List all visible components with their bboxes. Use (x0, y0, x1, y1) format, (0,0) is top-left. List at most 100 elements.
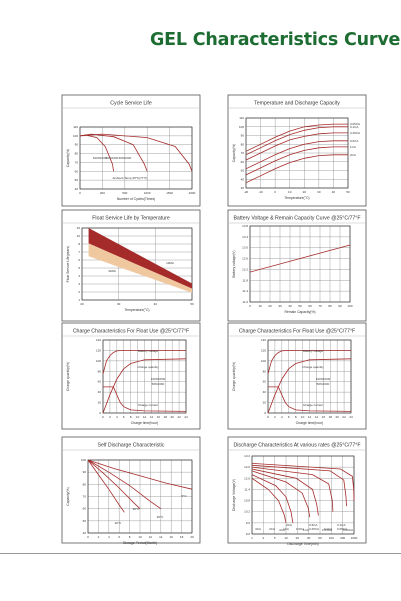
chart-panel-7: Self Discharge Characteristic 0 2 4 6 8 10 12 14… (61, 436, 201, 545)
x-tick-label: 300 (340, 536, 345, 540)
annotation-label: 30%DOD (119, 156, 133, 160)
annotation-label: 30AD (108, 269, 116, 273)
series-label: 0.6CA (309, 523, 317, 527)
annotation-label: Ambient Temp.25°C(77°F) (112, 176, 147, 180)
annotation-label: 0.25CA (309, 527, 319, 531)
y-tick-label: 110 (73, 125, 78, 129)
y-tick-label: 20 (263, 401, 267, 405)
x-tick-label: 100 (347, 304, 352, 308)
y-tick-label: 80 (83, 482, 87, 486)
y-tick-label: 12.2 (242, 267, 248, 271)
plot-area (267, 339, 352, 414)
y-tick-label: 120 (96, 348, 101, 352)
series-line-1 (102, 350, 186, 375)
plot-area (249, 225, 351, 303)
x-tick-label: 22 (177, 415, 181, 419)
x-tick-label: 18 (164, 415, 168, 419)
chart-title: Float Service Life by Temperature (92, 216, 170, 222)
y-tick-label: 10 (77, 234, 81, 238)
series-line-2 (79, 133, 148, 172)
chart-title: Cycle Service Life (110, 101, 152, 107)
x-tick-label: 10 (258, 304, 262, 308)
y-tick-label: 60 (75, 169, 79, 173)
x-tick-label: 90 (338, 304, 342, 308)
x-tick-label: 10 (136, 415, 140, 419)
chart-title: Self Discharge Characteristic (98, 443, 165, 449)
x-tick-label: 20 (190, 535, 194, 539)
plot-area (102, 339, 187, 414)
x-axis-label: Charge time(hour) (296, 421, 324, 425)
series-line-2 (245, 126, 348, 156)
y-tick-label: 70 (83, 495, 87, 499)
annotation-label: Charge current (138, 403, 158, 407)
series-line-3 (251, 470, 311, 518)
annotation-label: 0.6CA (296, 527, 304, 531)
x-tick-label: 16 (157, 415, 161, 419)
x-tick-label: 50 (298, 304, 302, 308)
y-tick-label: 70 (241, 151, 245, 155)
x-tick-label: 200 (100, 191, 105, 195)
x-tick-label: 6 (123, 415, 125, 419)
y-tick-label: 30 (241, 186, 245, 190)
series-line-7 (251, 463, 355, 501)
series-label: 0.1CA (337, 523, 345, 527)
series-line-1 (251, 477, 287, 523)
y-tick-label: 11.8 (242, 278, 248, 282)
x-tick-label: 0 (102, 415, 104, 419)
x-axis-label: Discharge Time(min) (287, 542, 318, 546)
x-tick-label: 1000 (351, 536, 358, 540)
series-line-6 (251, 464, 347, 507)
x-tick-label: 70 (318, 304, 322, 308)
x-tick-label: -20 (244, 190, 249, 194)
x-tick-label: 2 (262, 536, 264, 540)
series-label: 0.25CA (322, 528, 332, 532)
y-tick-label: 20 (98, 401, 102, 405)
series-line-1 (249, 244, 351, 273)
x-tick-label: 10 (288, 190, 292, 194)
annotation-label: 100%DOD (93, 156, 108, 160)
annotation-label: 50%DOD (152, 382, 166, 386)
x-tick-label: 4 (281, 415, 283, 419)
x-tick-label: 18 (329, 415, 333, 419)
series-line-5 (251, 466, 334, 512)
y-tick-label: 90 (83, 470, 87, 474)
annotation-label: 1CA (283, 527, 289, 531)
x-axis-label: Charge time(hour) (131, 421, 159, 425)
x-tick-label: 0 (79, 191, 81, 195)
y-tick-label: 110 (239, 116, 244, 120)
x-axis-label: Storage Period(Month) (123, 541, 157, 545)
x-tick-label: 30 (307, 536, 311, 540)
y-tick-label: 12.0 (244, 476, 250, 480)
chart-panel-5: Charge Characteristics For Float Use @25… (61, 322, 201, 430)
x-tick-label: 30 (317, 190, 321, 194)
y-tick-label: 100 (96, 359, 101, 363)
y-tick-label: 50 (75, 178, 79, 182)
chart-title: Charge Characteristics For Float Use @25… (239, 329, 355, 335)
y-axis-label: Charge quantity(%) (66, 362, 70, 391)
x-tick-label: 0 (267, 415, 269, 419)
y-tick-label: 80 (98, 369, 102, 373)
y-tick-label: 50 (241, 169, 245, 173)
series-label: 2CA (350, 153, 356, 157)
x-tick-label: 40 (288, 304, 292, 308)
series-line-1 (245, 123, 348, 152)
panel-frame (227, 209, 367, 322)
y-tick-label: 90 (241, 134, 245, 138)
x-tick-label: 14 (159, 535, 163, 539)
y-tick-label: 12.6 (244, 465, 250, 469)
y-tick-label: 60 (263, 380, 267, 384)
y-tick-label: 13.2 (244, 454, 250, 458)
x-tick-label: 2000 (189, 191, 196, 195)
y-tick-label: 1 (78, 298, 80, 302)
annotation-label: 100%DOD (151, 377, 166, 381)
y-tick-label: 80 (75, 152, 79, 156)
x-tick-label: 10 (301, 415, 305, 419)
series-line-3 (87, 459, 141, 509)
x-tick-label: 24 (184, 415, 188, 419)
footer-rule (0, 553, 401, 554)
series-line-1 (87, 459, 193, 490)
x-tick-label: 12 (149, 535, 153, 539)
series-label: 0.05CA (343, 528, 353, 532)
x-tick-label: 100 (329, 536, 334, 540)
